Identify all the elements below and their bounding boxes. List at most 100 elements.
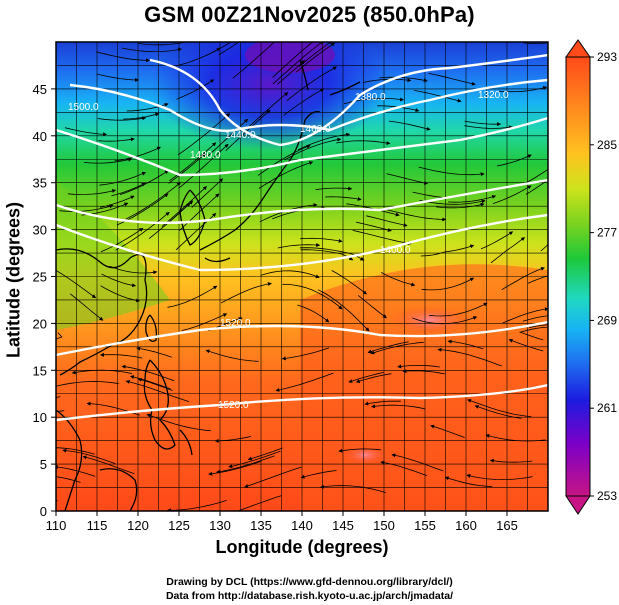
streamline xyxy=(300,470,337,479)
streamline xyxy=(56,396,61,398)
streamline xyxy=(496,154,532,167)
colorbar: 293 285 277 269 261 253 xyxy=(565,39,617,515)
streamline xyxy=(364,400,401,406)
y-axis-ticks: 0 5 10 15 20 25 30 35 40 45 xyxy=(33,82,56,519)
streamline xyxy=(381,272,416,287)
streamline xyxy=(195,42,197,43)
streamline xyxy=(208,460,262,476)
streamline xyxy=(214,436,252,443)
streamline xyxy=(437,347,502,367)
streamline xyxy=(167,500,227,511)
streamline xyxy=(96,73,139,82)
streamline xyxy=(56,447,95,455)
streamline xyxy=(59,204,114,212)
y-tick-label: 45 xyxy=(33,82,47,97)
streamline xyxy=(388,120,431,131)
streamline xyxy=(114,146,162,162)
streamline xyxy=(418,166,485,177)
streamline xyxy=(115,211,170,251)
streamline xyxy=(464,120,502,127)
streamline xyxy=(501,266,545,291)
streamline xyxy=(356,221,392,232)
colorbar-label: 277 xyxy=(597,226,617,240)
streamline xyxy=(490,237,526,264)
streamline xyxy=(119,170,169,195)
streamline xyxy=(444,476,493,487)
streamline xyxy=(331,270,368,295)
streamline xyxy=(419,199,486,205)
streamline xyxy=(225,109,271,151)
streamline xyxy=(56,476,81,483)
streamline xyxy=(498,85,548,93)
streamline xyxy=(286,66,337,102)
streamline xyxy=(527,275,548,284)
streamline xyxy=(370,341,424,355)
x-tick-label: 155 xyxy=(414,518,436,533)
streamline xyxy=(355,373,392,384)
streamline xyxy=(379,76,428,83)
streamline xyxy=(176,79,215,100)
streamline xyxy=(138,42,188,46)
streamline xyxy=(121,364,175,382)
streamline xyxy=(467,398,532,417)
streamline xyxy=(56,500,58,502)
streamline xyxy=(315,186,353,191)
streamline xyxy=(380,460,428,476)
streamline xyxy=(83,157,133,164)
chart-title: GSM 00Z21Nov2025 (850.0hPa) xyxy=(144,2,475,27)
streamline xyxy=(177,113,231,156)
streamline xyxy=(474,405,522,419)
credit-drawing: Drawing by DCL (https://www.gfd-dennou.o… xyxy=(166,576,453,588)
colorbar-label: 269 xyxy=(597,313,617,327)
x-tick-label: 145 xyxy=(332,518,354,533)
colorbar-label: 293 xyxy=(597,50,617,64)
streamline xyxy=(100,227,144,253)
x-tick-label: 120 xyxy=(127,518,149,533)
streamline xyxy=(125,182,181,220)
contour-labels: 1500.0 1440.0 1480.0 1460.0 1380.0 1320.… xyxy=(68,90,509,411)
streamline xyxy=(62,448,116,464)
streamline xyxy=(436,202,485,209)
x-tick-label: 115 xyxy=(87,518,108,533)
streamline xyxy=(275,372,334,392)
streamline xyxy=(129,375,171,390)
streamline xyxy=(428,72,476,86)
streamline xyxy=(277,60,306,85)
streamline xyxy=(448,194,497,203)
streamline xyxy=(191,178,224,208)
streamline xyxy=(283,88,325,116)
streamline xyxy=(220,282,272,304)
streamline xyxy=(167,285,218,308)
streamline xyxy=(136,346,172,358)
x-tick-label: 150 xyxy=(373,518,395,533)
coastlines xyxy=(56,59,361,511)
streamline xyxy=(300,249,354,261)
streamline xyxy=(56,270,97,299)
streamline xyxy=(179,193,220,231)
colorbar-top-arrow xyxy=(565,39,591,58)
streamline xyxy=(277,243,321,249)
streamline xyxy=(236,495,282,511)
streamline xyxy=(71,369,133,375)
streamline xyxy=(489,458,533,463)
streamline xyxy=(284,137,342,161)
y-tick-label: 35 xyxy=(33,176,47,191)
streamline xyxy=(99,195,135,208)
streamline xyxy=(296,42,336,73)
x-tick-label: 140 xyxy=(291,518,313,533)
streamline xyxy=(258,161,314,189)
streamline xyxy=(429,302,488,317)
contour-label: 1460.0 xyxy=(300,124,331,135)
streamline xyxy=(207,118,249,157)
streamline xyxy=(371,404,426,410)
streamline xyxy=(386,173,429,185)
streamline xyxy=(109,265,158,275)
streamline xyxy=(480,231,514,250)
streamline xyxy=(272,42,324,85)
streamline xyxy=(402,369,445,375)
streamline xyxy=(464,125,513,130)
contour-label: 1320.0 xyxy=(478,90,509,101)
streamline xyxy=(56,381,119,389)
streamline xyxy=(111,182,146,197)
